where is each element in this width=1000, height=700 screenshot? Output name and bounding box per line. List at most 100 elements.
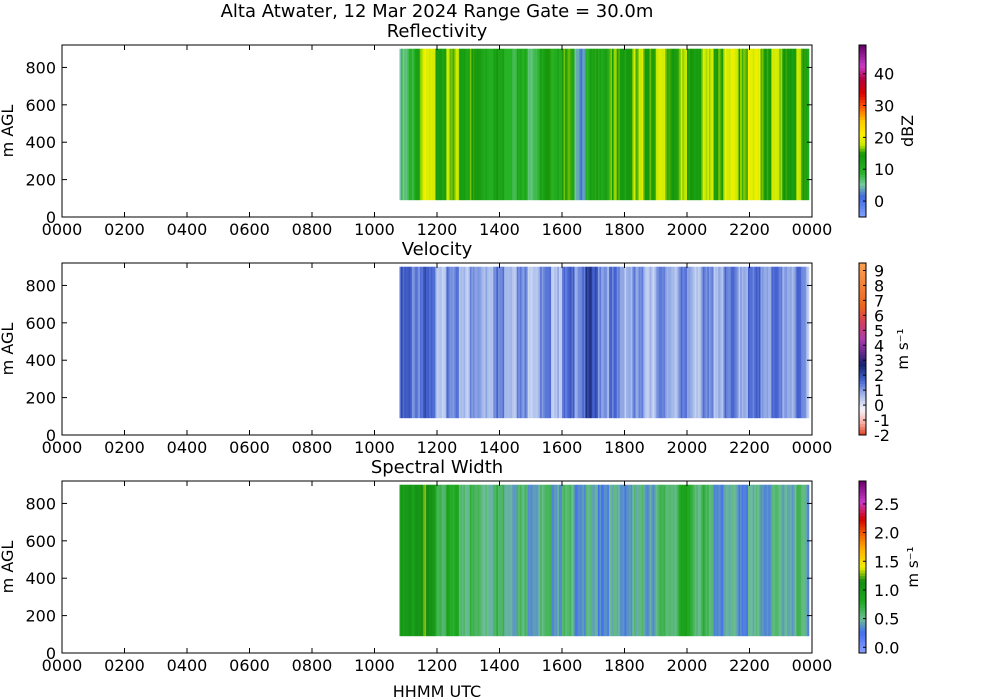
spectral-width-heatmap-cell <box>577 484 580 637</box>
reflectivity-colorbar-swatch <box>859 113 866 118</box>
velocity-heatmap-cell <box>713 266 716 419</box>
spectral-width-heatmap-cell <box>619 484 622 637</box>
spectral-width-heatmap-cell <box>663 484 666 637</box>
reflectivity-heatmap-cell <box>704 48 707 201</box>
spectral-width-heatmap-cell <box>488 484 491 637</box>
reflectivity-heatmap-cell <box>735 48 738 201</box>
reflectivity-heatmap-cell <box>558 48 561 201</box>
spectral-width-heatmap-cell <box>779 484 782 637</box>
velocity-colorbar-swatch <box>859 306 866 310</box>
velocity-heatmap-cell <box>526 266 529 419</box>
reflectivity-x-tick-label: 1800 <box>604 220 645 239</box>
velocity-heatmap-cell <box>499 266 502 419</box>
reflectivity-ylabel: m AGL <box>0 105 17 158</box>
spectral-width-heatmap-cell <box>507 484 510 637</box>
spectral-width-heatmap-cell <box>554 484 557 637</box>
spectral-width-heatmap-cell <box>501 484 504 637</box>
velocity-heatmap-cell <box>513 266 516 419</box>
reflectivity-heatmap-cell <box>546 48 549 201</box>
spectral-width-heatmap-cell <box>597 484 600 637</box>
reflectivity-heatmap-cell <box>572 48 575 201</box>
spectral-width-heatmap-cell <box>662 484 664 637</box>
velocity-colorbar-swatch <box>859 392 866 396</box>
velocity-heatmap-cell <box>749 266 752 419</box>
velocity-colorbar-swatch <box>859 360 866 364</box>
spectral-width-colorbar-swatch <box>859 587 866 591</box>
spectral-width-heatmap-cell <box>696 484 699 637</box>
spectral-width-heatmap-cell <box>652 484 655 637</box>
reflectivity-heatmap-cell <box>605 48 608 201</box>
spectral-width-heatmap-cell <box>732 484 735 637</box>
velocity-heatmap-cell <box>705 266 708 419</box>
velocity-heatmap-cell <box>418 266 421 419</box>
velocity-heatmap-cell <box>643 266 646 419</box>
reflectivity-heatmap-cell <box>749 48 752 201</box>
reflectivity-heatmap-cell <box>619 48 622 201</box>
velocity-heatmap-cell <box>618 266 621 419</box>
spectral-width-heatmap-cell <box>613 484 616 637</box>
velocity-heatmap-cell <box>477 266 480 419</box>
spectral-width-colorbar-swatch <box>859 552 866 557</box>
spectral-width-heatmap-cell <box>679 484 682 637</box>
spectral-width-heatmap-cell <box>641 484 644 637</box>
velocity-heatmap-cell <box>662 266 664 419</box>
velocity-colorbar-swatch <box>859 369 866 373</box>
reflectivity-colorbar-swatch <box>859 179 866 184</box>
spectral-width-heatmap-cell <box>522 484 525 637</box>
reflectivity-heatmap-cell <box>468 48 471 201</box>
velocity-heatmap-cell <box>566 266 569 419</box>
spectral-width-colorbar-swatch <box>859 544 866 548</box>
spectral-width-heatmap-cell <box>638 484 641 637</box>
reflectivity-y-tick-label: 0 <box>46 208 56 227</box>
velocity-heatmap-cell <box>532 266 535 419</box>
velocity-heatmap-cell <box>416 266 419 419</box>
velocity-heatmap-cell <box>788 266 791 419</box>
velocity-heatmap-cell <box>712 266 714 419</box>
velocity-heatmap-cell <box>472 266 475 419</box>
reflectivity-heatmap-cell <box>633 48 636 201</box>
reflectivity-heatmap-cell <box>415 48 418 201</box>
reflectivity-heatmap-cell <box>801 48 804 201</box>
reflectivity-heatmap-cell <box>687 48 689 201</box>
reflectivity-heatmap-cell <box>797 48 800 201</box>
spectral-width-heatmap-cell <box>649 484 652 637</box>
spectral-width-heatmap-cell <box>565 484 568 637</box>
reflectivity-heatmap-cell <box>638 48 641 201</box>
velocity-heatmap-cell <box>668 266 671 419</box>
spectral-width-colorbar-swatch <box>859 503 866 508</box>
velocity-colorbar-swatch <box>859 351 866 356</box>
velocity-heatmap-cell <box>451 266 454 419</box>
velocity-heatmap-cell <box>476 266 479 419</box>
spectral-width-y-ticks: 0 200 400 600 800 <box>25 494 812 663</box>
spectral-width-heatmap-cell <box>607 484 610 637</box>
spectral-width-heatmap-cell <box>797 484 800 637</box>
velocity-heatmap-cell <box>408 266 411 419</box>
velocity-heatmap-cell <box>694 266 697 419</box>
reflectivity-heatmap-cell <box>779 48 782 201</box>
reflectivity-colorbar-swatch <box>859 211 866 215</box>
spectral-width-heatmap-cell <box>754 484 757 637</box>
spectral-width-heatmap-cell <box>618 484 621 637</box>
velocity-colorbar-swatch <box>859 277 866 281</box>
velocity-heatmap-cell <box>579 266 582 419</box>
velocity-heatmap-cell <box>458 266 461 419</box>
reflectivity-heatmap-cell <box>805 48 808 201</box>
velocity-heatmap <box>399 266 810 419</box>
spectral-width-x-tick-label: 2000 <box>667 656 708 675</box>
velocity-heatmap-cell <box>501 266 504 419</box>
reflectivity-heatmap-cell <box>429 48 432 201</box>
spectral-width-colorbar-swatch <box>859 524 866 528</box>
reflectivity-heatmap-cell <box>708 48 711 201</box>
velocity-heatmap-cell <box>471 266 474 419</box>
velocity-heatmap-cell <box>638 266 641 419</box>
reflectivity-heatmap-cell <box>726 48 729 201</box>
reflectivity-heatmap-cell <box>701 48 704 201</box>
velocity-heatmap-cell <box>654 266 657 419</box>
velocity-heatmap-cell <box>715 266 718 419</box>
reflectivity-x-tick-label: 0400 <box>167 220 208 239</box>
spectral-width-heatmap-cell <box>535 484 538 637</box>
spectral-width-heatmap-cell <box>462 484 464 637</box>
spectral-width-heatmap-cell <box>780 484 783 637</box>
velocity-heatmap-cell <box>599 266 602 419</box>
velocity-heatmap-cell <box>671 266 674 419</box>
